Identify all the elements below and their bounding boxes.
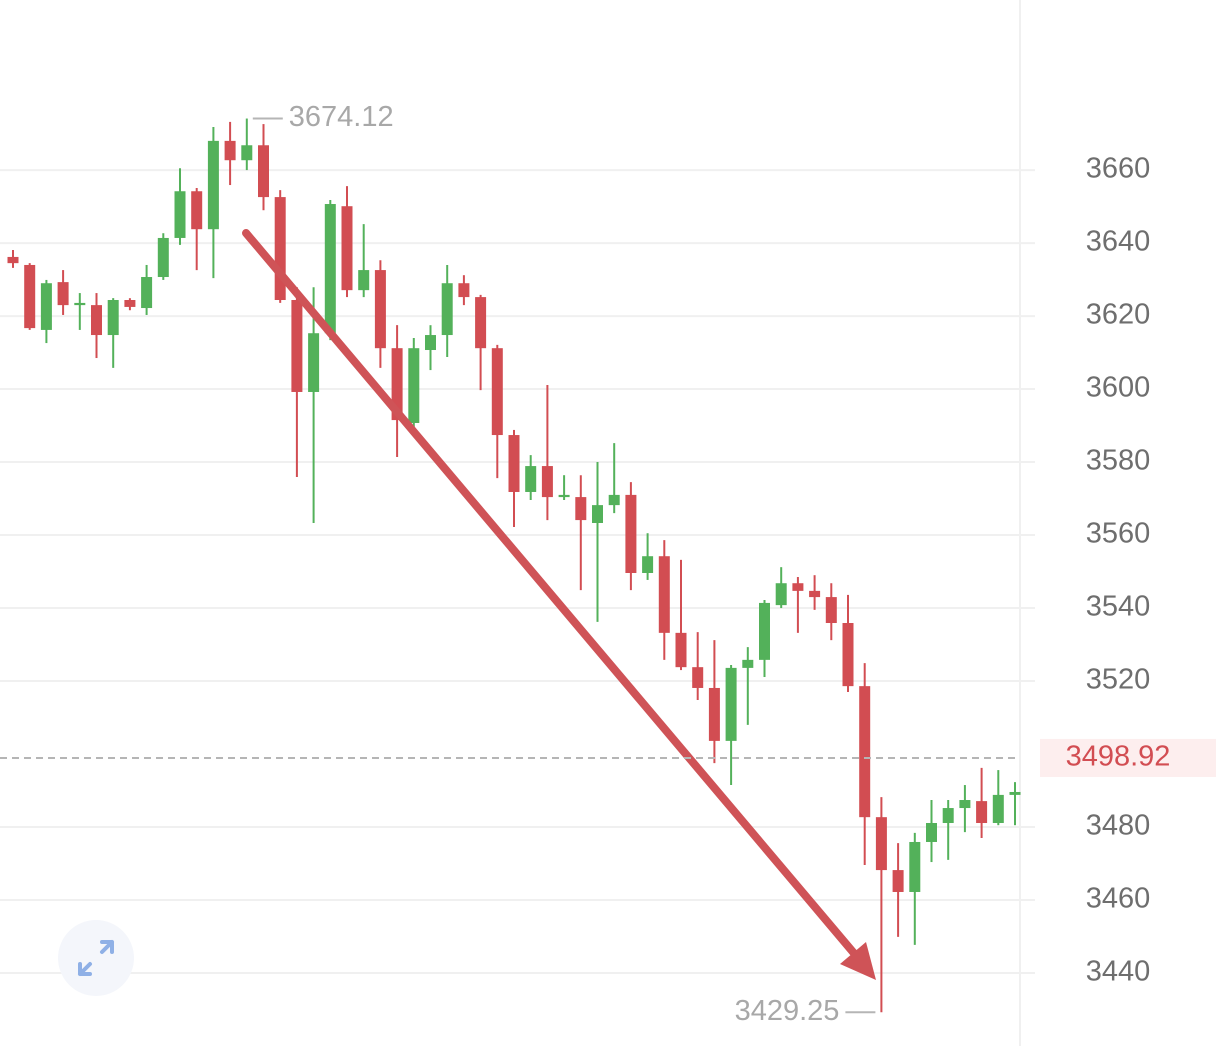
candle-body bbox=[291, 300, 303, 392]
candle-body bbox=[258, 145, 269, 198]
candle-body bbox=[391, 348, 403, 421]
candle-body bbox=[274, 197, 286, 301]
candle-body bbox=[992, 794, 1004, 824]
candle-body bbox=[608, 494, 620, 506]
y-tick-label: 3580 bbox=[1086, 445, 1151, 477]
trend-arrow bbox=[242, 229, 876, 980]
current-price-label: 3498.92 bbox=[1066, 741, 1171, 773]
expand-icon[interactable] bbox=[78, 940, 114, 976]
candle-body bbox=[809, 590, 821, 598]
candle-body bbox=[759, 602, 770, 660]
candle-body bbox=[775, 583, 787, 606]
y-tick-label: 3560 bbox=[1086, 518, 1151, 550]
arrow-head bbox=[840, 942, 876, 980]
candle-body bbox=[558, 494, 570, 498]
candle-body bbox=[926, 823, 937, 842]
candle-body bbox=[1009, 791, 1021, 795]
candle-body bbox=[358, 270, 370, 291]
candles bbox=[7, 118, 1021, 1013]
candle-body bbox=[859, 686, 871, 818]
candle-body bbox=[341, 206, 353, 291]
candle-body bbox=[842, 623, 854, 687]
candle-body bbox=[942, 808, 954, 824]
candle-body bbox=[708, 687, 720, 741]
candle-body bbox=[174, 191, 186, 238]
candle-body bbox=[425, 335, 436, 351]
candle-body bbox=[224, 140, 236, 161]
candle-body bbox=[625, 494, 637, 574]
low-label: 3429.25 bbox=[735, 995, 840, 1027]
candle-body bbox=[374, 270, 386, 349]
candle-body bbox=[792, 583, 804, 591]
candle-body bbox=[324, 204, 336, 334]
expand-button[interactable] bbox=[58, 920, 134, 996]
grid bbox=[0, 169, 1035, 975]
candle-body bbox=[191, 191, 203, 230]
candle-body bbox=[692, 667, 704, 688]
candle-body bbox=[241, 145, 253, 161]
candle-body bbox=[491, 348, 503, 436]
candle-body bbox=[124, 300, 136, 307]
y-tick-label: 3460 bbox=[1086, 883, 1151, 915]
candle-body bbox=[441, 283, 453, 336]
candle-body bbox=[7, 256, 19, 264]
candle-body bbox=[892, 870, 904, 892]
y-tick-label: 3620 bbox=[1086, 299, 1151, 331]
candle-body bbox=[157, 237, 169, 278]
candle-body bbox=[57, 282, 69, 306]
candle-body bbox=[207, 140, 219, 230]
current-price-box bbox=[1040, 738, 1216, 777]
candle-body bbox=[141, 277, 153, 309]
candle-body bbox=[475, 297, 487, 349]
candle-body bbox=[40, 283, 52, 330]
candle-body bbox=[658, 556, 670, 633]
y-tick-label: 3540 bbox=[1086, 591, 1151, 623]
candle-body bbox=[525, 466, 537, 492]
candle-body bbox=[675, 632, 687, 668]
candle-body bbox=[575, 497, 587, 521]
y-tick-label: 3520 bbox=[1086, 664, 1151, 696]
candle-body bbox=[976, 801, 988, 824]
candle-body bbox=[308, 333, 320, 392]
candle-body bbox=[825, 597, 837, 624]
candle-body bbox=[959, 800, 971, 809]
candle-body bbox=[508, 435, 520, 492]
candle-body bbox=[725, 667, 737, 741]
y-tick-label: 3640 bbox=[1086, 226, 1151, 258]
y-tick-label: 3660 bbox=[1086, 153, 1151, 185]
candle-body bbox=[74, 302, 86, 306]
candle-body bbox=[875, 817, 887, 871]
arrow-shaft bbox=[242, 229, 862, 962]
candle-body bbox=[742, 659, 754, 668]
candle-body bbox=[408, 348, 420, 423]
y-tick-label: 3480 bbox=[1086, 810, 1151, 842]
candle-body bbox=[107, 300, 119, 336]
candle-body bbox=[24, 264, 36, 329]
candle-body bbox=[592, 505, 603, 523]
candle-body bbox=[458, 283, 470, 298]
candle-body bbox=[91, 305, 102, 336]
candle-body bbox=[909, 841, 921, 892]
high-label: 3674.12 bbox=[289, 101, 394, 133]
labels: 3440 3460 3480 3520 3540 3560 3580 3600 3620 3640… bbox=[0, 101, 1216, 1027]
candle-body bbox=[541, 466, 553, 498]
y-tick-label: 3600 bbox=[1086, 372, 1151, 404]
y-tick-label: 3440 bbox=[1086, 956, 1151, 988]
expand-button-bg[interactable] bbox=[58, 920, 134, 996]
candle-body bbox=[642, 556, 654, 574]
